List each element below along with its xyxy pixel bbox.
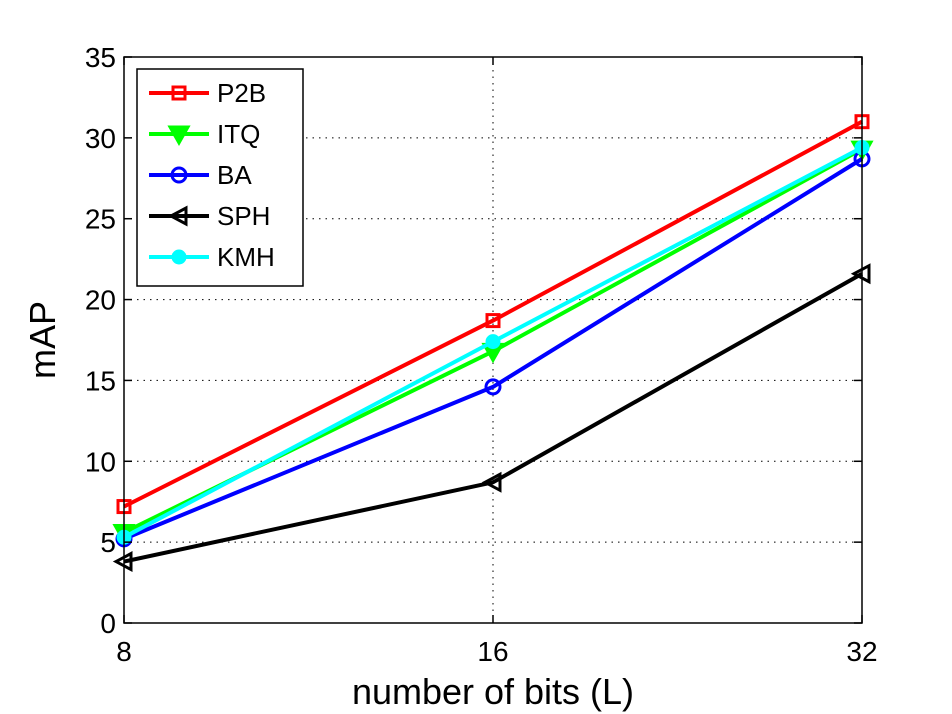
legend-box — [136, 68, 304, 287]
y-tick-label: 5 — [100, 527, 116, 558]
data-point — [485, 313, 501, 329]
series-line — [123, 119, 863, 509]
legend-label: P2B — [217, 78, 266, 108]
data-point — [171, 249, 187, 265]
y-tick-label: 15 — [85, 365, 116, 396]
axis-ticks: 0 5 10 15 20 25 30 35 8 16 32 — [85, 42, 878, 667]
legend-entry: BA — [149, 160, 252, 190]
y-tick-label: 30 — [85, 123, 116, 154]
x-tick-label: 32 — [846, 636, 877, 667]
y-tick-label: 20 — [85, 285, 116, 316]
legend-label: BA — [217, 160, 252, 190]
data-point — [170, 166, 188, 184]
x-tick-label: 8 — [116, 636, 132, 667]
series-line — [123, 157, 864, 541]
legend-entry: KMH — [149, 242, 275, 272]
y-axis-label: mAP — [22, 301, 63, 379]
legend-entry: SPH — [149, 201, 270, 231]
y-tick-label: 10 — [85, 446, 116, 477]
data-point — [485, 334, 501, 350]
legend-label: ITQ — [217, 119, 260, 149]
y-tick-label: 35 — [85, 42, 116, 73]
legend: P2B ITQ BA SPH KMH — [136, 68, 304, 287]
legend-label: SPH — [217, 201, 270, 231]
legend-label: KMH — [217, 242, 275, 272]
data-point — [171, 85, 187, 101]
series-layer — [112, 114, 874, 573]
data-point — [167, 205, 188, 227]
data-point — [484, 378, 502, 396]
y-tick-label: 25 — [85, 204, 116, 235]
data-point — [167, 125, 191, 147]
legend-entry: P2B — [149, 78, 266, 108]
data-point — [481, 471, 502, 493]
x-axis-label: number of bits (L) — [352, 671, 634, 712]
x-tick-label: 16 — [477, 636, 508, 667]
series-line — [123, 271, 863, 564]
legend-entry: ITQ — [149, 119, 260, 149]
y-tick-label: 0 — [100, 608, 116, 639]
